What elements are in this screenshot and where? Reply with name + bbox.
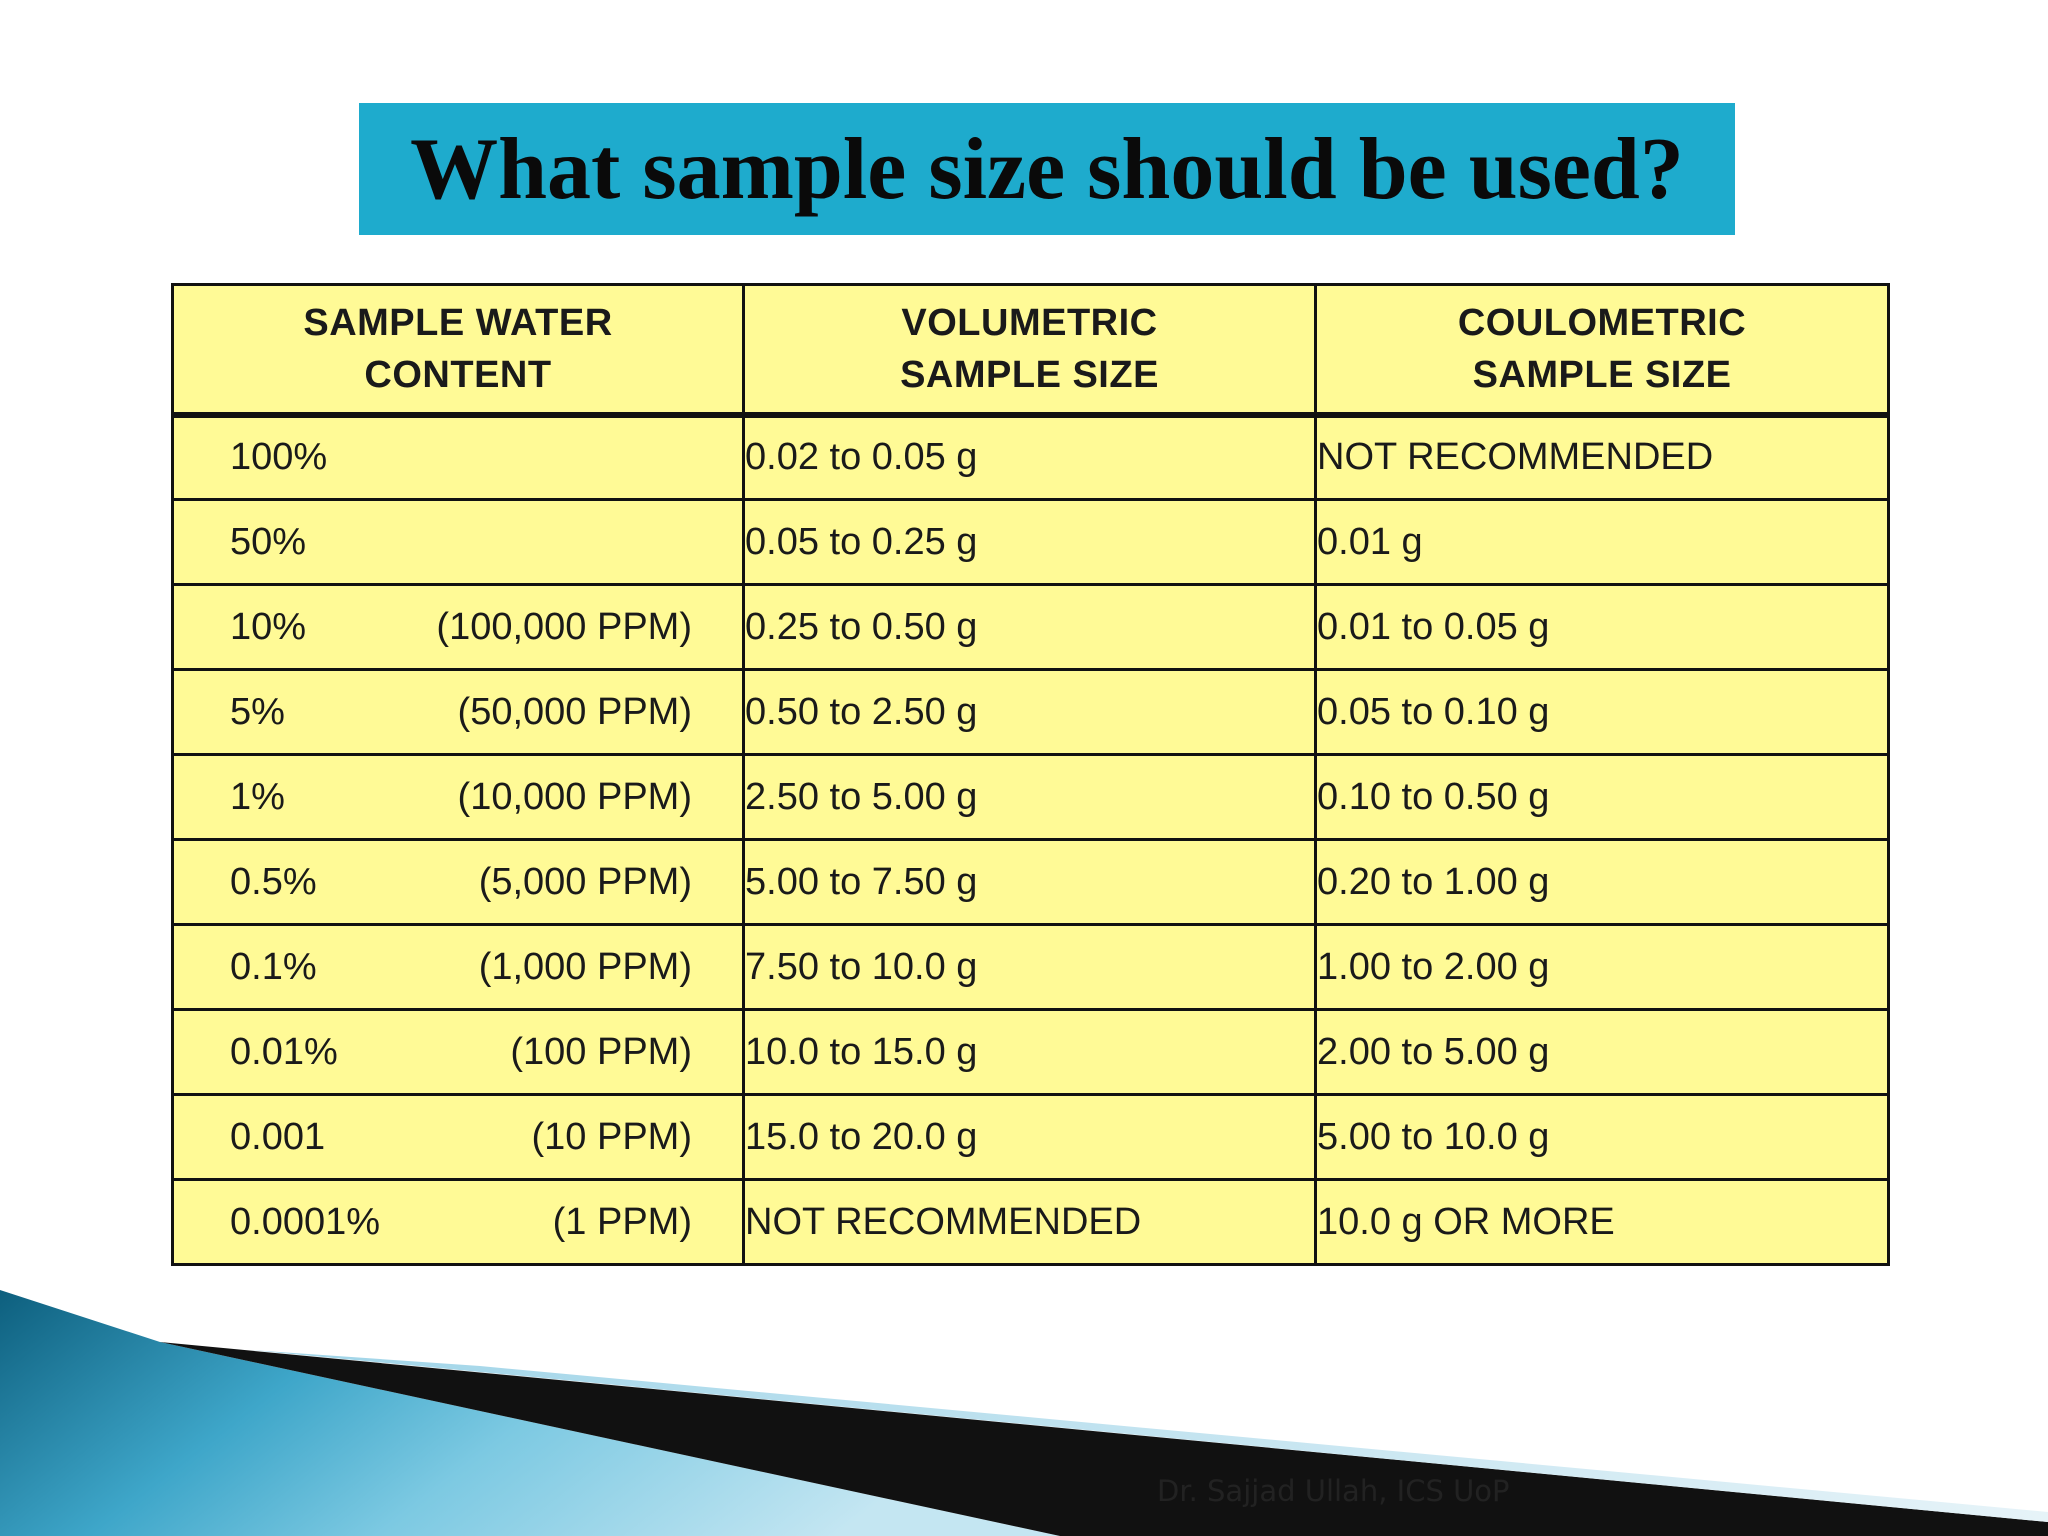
content-percent: 50%: [230, 520, 307, 563]
volumetric-cell: 0.02 to 0.05 g: [742, 413, 1317, 501]
water-content-cell: 0.001 (10 PPM): [171, 1093, 745, 1181]
content-ppm: (10,000 PPM): [457, 775, 692, 818]
volumetric-cell: 0.25 to 0.50 g: [742, 583, 1317, 671]
header-volumetric: VOLUMETRIC SAMPLE SIZE: [742, 283, 1317, 418]
title-banner: What sample size should be used?: [359, 103, 1735, 235]
content-percent: 0.1%: [230, 945, 317, 988]
table-header-row: SAMPLE WATER CONTENT VOLUMETRIC SAMPLE S…: [171, 283, 1890, 418]
volumetric-cell: 7.50 to 10.0 g: [742, 923, 1317, 1011]
table-row: 5% (50,000 PPM) 0.50 to 2.50 g 0.05 to 0.…: [171, 668, 1890, 756]
coulometric-cell: 0.01 to 0.05 g: [1314, 583, 1890, 671]
content-ppm: (100 PPM): [510, 1030, 692, 1073]
table-row: 1% (10,000 PPM) 2.50 to 5.00 g 0.10 to 0.…: [171, 753, 1890, 841]
coulometric-cell: 2.00 to 5.00 g: [1314, 1008, 1890, 1096]
table-row: 100% 0.02 to 0.05 g NOT RECOMMENDED: [171, 413, 1890, 501]
coulometric-cell: NOT RECOMMENDED: [1314, 413, 1890, 501]
black-swoosh-band: [160, 1342, 2048, 1536]
volumetric-cell: 10.0 to 15.0 g: [742, 1008, 1317, 1096]
water-content-cell: 0.1% (1,000 PPM): [171, 923, 745, 1011]
water-content-cell: 0.01% (100 PPM): [171, 1008, 745, 1096]
header-line: SAMPLE SIZE: [900, 353, 1159, 396]
water-content-cell: 50%: [171, 498, 745, 586]
water-content-cell: 5% (50,000 PPM): [171, 668, 745, 756]
page-title: What sample size should be used?: [410, 120, 1684, 218]
pale-swoosh-band: [250, 1350, 2048, 1522]
table-row: 50% 0.05 to 0.25 g 0.01 g: [171, 498, 1890, 586]
water-content-cell: 0.5% (5,000 PPM): [171, 838, 745, 926]
header-line: COULOMETRIC: [1457, 301, 1747, 344]
header-water-content: SAMPLE WATER CONTENT: [171, 283, 745, 418]
sample-size-table: SAMPLE WATER CONTENT VOLUMETRIC SAMPLE S…: [171, 283, 1890, 1266]
volumetric-cell: 0.50 to 2.50 g: [742, 668, 1317, 756]
content-percent: 100%: [230, 436, 328, 479]
table-row: 0.01% (100 PPM) 10.0 to 15.0 g 2.00 to 5.…: [171, 1008, 1890, 1096]
coulometric-cell: 10.0 g OR MORE: [1314, 1178, 1890, 1266]
volumetric-cell: 15.0 to 20.0 g: [742, 1093, 1317, 1181]
header-line: SAMPLE WATER: [303, 301, 613, 344]
water-content-cell: 0.0001% (1 PPM): [171, 1178, 745, 1266]
content-percent: 1%: [230, 775, 285, 818]
water-content-cell: 100%: [171, 413, 745, 501]
header-coulometric: COULOMETRIC SAMPLE SIZE: [1314, 283, 1890, 418]
table-row: 10% (100,000 PPM) 0.25 to 0.50 g 0.01 to …: [171, 583, 1890, 671]
table-row: 0.5% (5,000 PPM) 5.00 to 7.50 g 0.20 to 1…: [171, 838, 1890, 926]
content-ppm: (10 PPM): [531, 1115, 692, 1158]
coulometric-cell: 1.00 to 2.00 g: [1314, 923, 1890, 1011]
footer-credit: Dr. Sajjad Ullah, ICS UoP: [1157, 1474, 1510, 1508]
table-row: 0.0001% (1 PPM) NOT RECOMMENDED 10.0 g OR…: [171, 1178, 1890, 1266]
coulometric-cell: 5.00 to 10.0 g: [1314, 1093, 1890, 1181]
content-percent: 5%: [230, 690, 285, 733]
content-ppm: (1 PPM): [552, 1200, 692, 1243]
coulometric-cell: 0.01 g: [1314, 498, 1890, 586]
volumetric-cell: 5.00 to 7.50 g: [742, 838, 1317, 926]
water-content-cell: 10% (100,000 PPM): [171, 583, 745, 671]
content-percent: 10%: [230, 605, 307, 648]
content-percent: 0.001: [230, 1115, 326, 1158]
teal-swoosh-shape: [0, 1290, 1060, 1536]
content-percent: 0.5%: [230, 860, 317, 903]
coulometric-cell: 0.10 to 0.50 g: [1314, 753, 1890, 841]
volumetric-cell: NOT RECOMMENDED: [742, 1178, 1317, 1266]
water-content-cell: 1% (10,000 PPM): [171, 753, 745, 841]
content-ppm: (5,000 PPM): [478, 860, 692, 903]
header-line: CONTENT: [364, 353, 552, 396]
content-ppm: (50,000 PPM): [457, 690, 692, 733]
table-row: 0.001 (10 PPM) 15.0 to 20.0 g 5.00 to 10.…: [171, 1093, 1890, 1181]
coulometric-cell: 0.20 to 1.00 g: [1314, 838, 1890, 926]
volumetric-cell: 2.50 to 5.00 g: [742, 753, 1317, 841]
slide-decoration-swoosh: [0, 1290, 2048, 1536]
volumetric-cell: 0.05 to 0.25 g: [742, 498, 1317, 586]
coulometric-cell: 0.05 to 0.10 g: [1314, 668, 1890, 756]
content-ppm: (1,000 PPM): [478, 945, 692, 988]
content-ppm: (100,000 PPM): [436, 605, 692, 648]
table-row: 0.1% (1,000 PPM) 7.50 to 10.0 g 1.00 to 2…: [171, 923, 1890, 1011]
content-percent: 0.01%: [230, 1030, 338, 1073]
content-percent: 0.0001%: [230, 1200, 381, 1243]
header-line: VOLUMETRIC: [901, 301, 1158, 344]
header-line: SAMPLE SIZE: [1472, 353, 1732, 396]
